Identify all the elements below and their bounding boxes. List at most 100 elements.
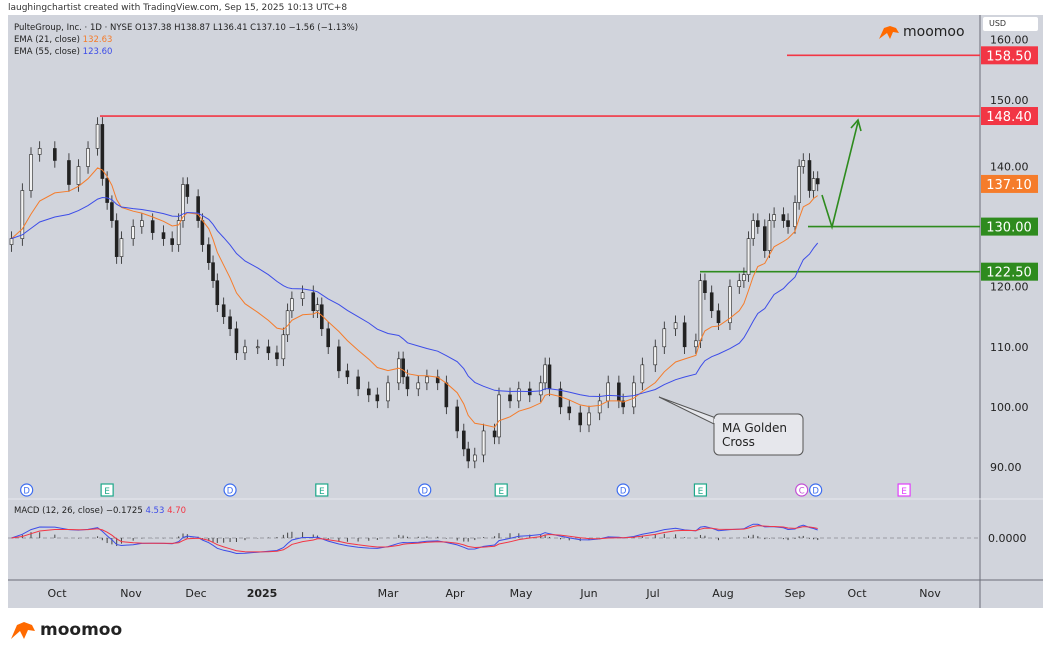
- brand-name: moomoo: [40, 620, 123, 640]
- price-tick-label: 100.00: [990, 401, 1029, 414]
- candle-body: [497, 394, 501, 438]
- earnings-icon-glyph: E: [319, 487, 325, 497]
- level-label: 122.50: [986, 266, 1032, 281]
- candle-body: [375, 394, 380, 402]
- macd-hist-value: −0.1725: [105, 506, 143, 516]
- chart-credit: laughingchartist created with TradingVie…: [8, 3, 348, 13]
- candle-body: [311, 292, 316, 312]
- candle-body: [763, 226, 767, 251]
- candle-body: [366, 388, 371, 396]
- dividend-icon: [418, 483, 432, 497]
- candle-body: [444, 382, 449, 408]
- candle-body: [558, 388, 563, 408]
- dividend-icon: [223, 483, 237, 497]
- candle-body: [716, 310, 721, 324]
- candle-body: [266, 346, 271, 354]
- candle-body: [492, 430, 497, 438]
- event-icon-glyph: D: [23, 487, 30, 497]
- price-tick-label: 150.00: [990, 94, 1029, 107]
- candle-body: [461, 430, 466, 450]
- level-label: 130.00: [986, 221, 1032, 236]
- candle-body: [211, 262, 215, 281]
- brand-name: moomoo: [903, 24, 965, 40]
- candle-body: [200, 220, 205, 245]
- macd-signal-line: [11, 525, 818, 553]
- ema55-legend[interactable]: EMA (55, close) 123.60: [14, 47, 112, 57]
- candle-body: [100, 124, 105, 179]
- candle-body: [337, 346, 341, 372]
- candle-body: [703, 280, 707, 294]
- currency-button[interactable]: USD: [983, 17, 1038, 31]
- candle-body: [315, 304, 320, 312]
- candle-body: [737, 280, 742, 288]
- ohlc-values: O137.38 H138.87 L136.41 C137.10 −1.56 (−…: [135, 23, 359, 33]
- candle-body: [617, 382, 621, 402]
- candle-body: [751, 220, 755, 239]
- candle-body: [416, 382, 421, 390]
- time-tick-label: Oct: [847, 587, 867, 600]
- candle-body: [538, 382, 543, 396]
- candle-body: [181, 184, 185, 221]
- candle-body: [255, 346, 260, 349]
- macd-signal-value: 4.70: [167, 506, 187, 516]
- earnings-icon-glyph: E: [901, 487, 907, 497]
- candle-body: [543, 364, 547, 384]
- candle-body: [466, 448, 471, 462]
- ema21-legend[interactable]: EMA (21, close) 132.63: [14, 35, 112, 45]
- price-tick-label: 140.00: [990, 161, 1029, 174]
- price-tick-label: 110.00: [990, 341, 1029, 354]
- candle-body: [807, 160, 812, 191]
- candle-body: [275, 352, 279, 360]
- callout-line-1: MA Golden: [722, 421, 787, 435]
- level-badge: [981, 107, 1038, 126]
- candle-body: [728, 286, 732, 324]
- candle-body: [811, 178, 816, 191]
- candle-body: [694, 340, 698, 348]
- candle-body: [746, 238, 751, 275]
- candle-body: [673, 322, 678, 330]
- candle-body: [185, 184, 190, 197]
- price-tick-label: 120.00: [990, 281, 1029, 294]
- candle-body: [53, 148, 57, 161]
- chart-background: [8, 15, 1043, 608]
- level-badge: [981, 262, 1038, 281]
- candle-body: [516, 388, 521, 402]
- candle-body: [196, 196, 200, 221]
- time-tick-label: Mar: [378, 587, 399, 600]
- dividend-icon: [20, 483, 34, 497]
- candle-body: [228, 316, 232, 330]
- candle-body: [547, 364, 552, 390]
- price-tick-label: 90.00: [990, 461, 1022, 474]
- candle-body: [140, 220, 144, 227]
- time-tick-label: Dec: [185, 587, 206, 600]
- time-tick-label: Nov: [120, 587, 142, 600]
- candle-body: [682, 322, 687, 348]
- candle-body: [67, 160, 71, 185]
- candle-body: [801, 160, 806, 167]
- time-tick-label: Oct: [47, 587, 67, 600]
- candle-body: [290, 298, 294, 312]
- golden-cross-callout[interactable]: [713, 413, 804, 456]
- time-tick-label: Jul: [645, 587, 659, 600]
- level-badge: [981, 217, 1038, 236]
- moomoo-logo-bottom: moomoo: [10, 620, 122, 640]
- candle-body: [29, 154, 33, 191]
- candle-body: [793, 202, 797, 227]
- candle-body: [386, 382, 390, 402]
- candle-body: [709, 292, 714, 312]
- candle-body: [20, 190, 25, 239]
- earnings-icon: [693, 483, 708, 497]
- candle-body: [356, 376, 360, 390]
- projection-arrow: [821, 121, 859, 230]
- candle-body: [215, 280, 220, 306]
- candle-body: [345, 370, 350, 378]
- macd-legend[interactable]: MACD (12, 26, close) −0.1725 4.53 4.70: [14, 506, 186, 516]
- candle-body: [756, 220, 760, 227]
- candle-body: [578, 412, 583, 426]
- candle-body: [767, 220, 772, 251]
- candle-body: [786, 220, 790, 227]
- time-tick-label: Nov: [919, 587, 941, 600]
- candle-body: [86, 148, 90, 167]
- earnings-icon-glyph: E: [104, 487, 110, 497]
